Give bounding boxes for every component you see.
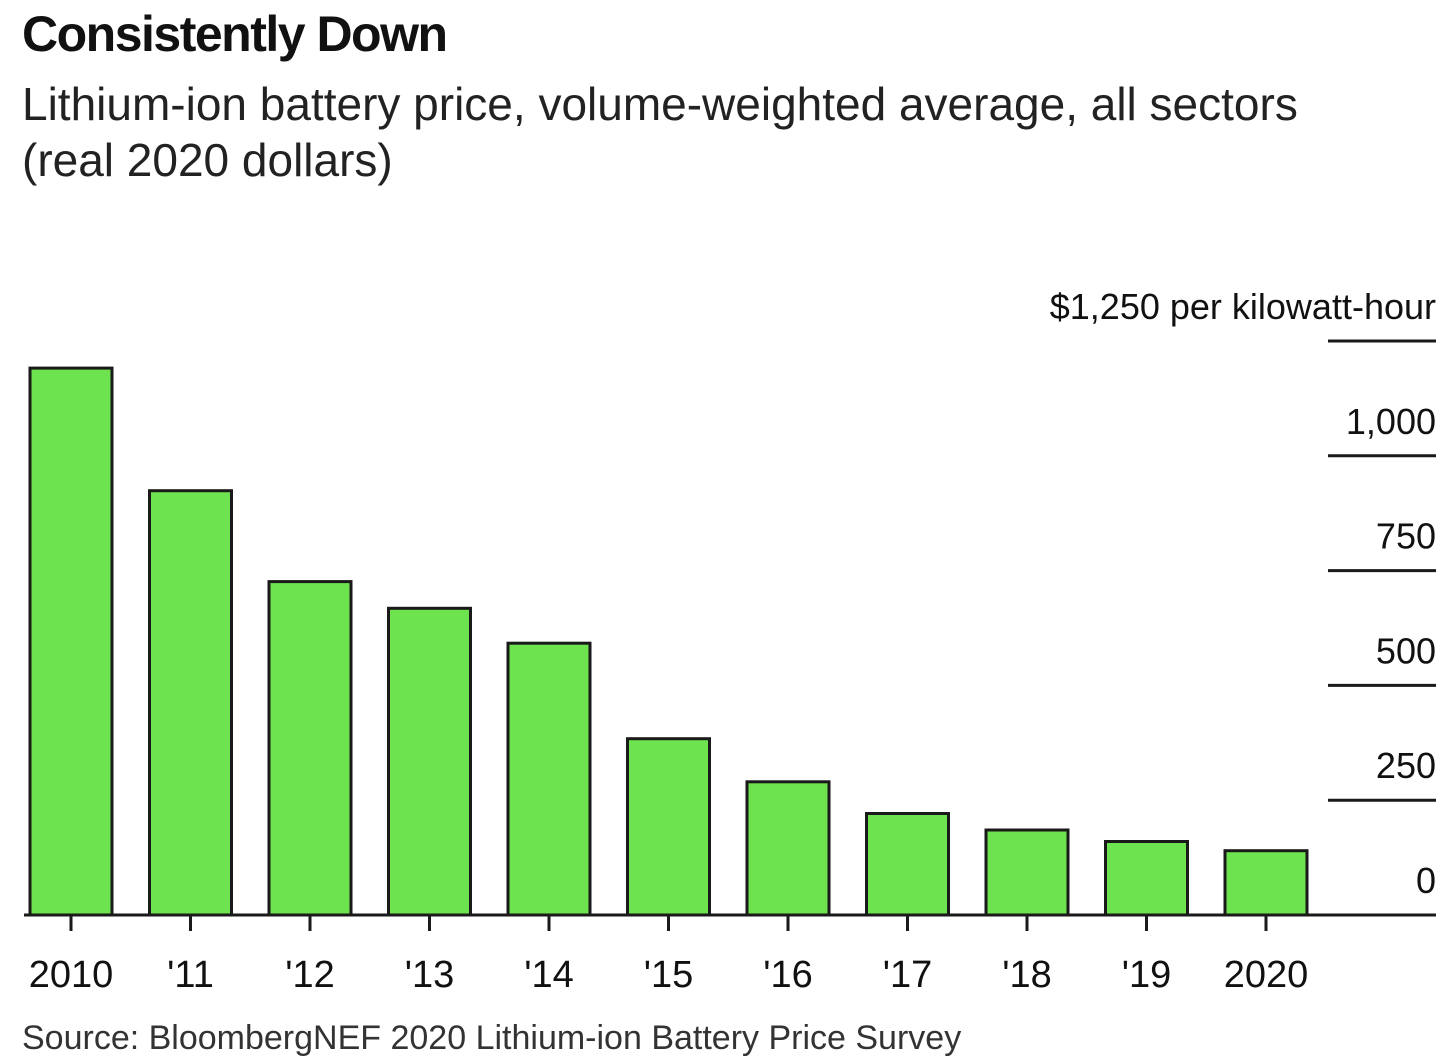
x-tick-label-10: 2020 <box>1224 954 1309 996</box>
x-tick-label-5: '15 <box>644 954 694 996</box>
y-tick-label-0: 0 <box>1416 860 1436 901</box>
bar-6 <box>745 780 831 917</box>
x-tick-label-7: '17 <box>883 954 933 996</box>
x-tick-label-3: '13 <box>405 954 455 996</box>
x-tick-label-9: '19 <box>1122 954 1172 996</box>
bar-1 <box>148 489 233 917</box>
bar-10 <box>1223 849 1309 917</box>
x-tick-label-6: '16 <box>763 954 813 996</box>
x-tick-label-8: '18 <box>1002 954 1052 996</box>
y-tick-label-4: 1,000 <box>1346 401 1436 442</box>
bar-4 <box>506 641 592 917</box>
chart-title: Consistently Down <box>22 6 448 62</box>
bar-3 <box>387 606 472 917</box>
y-tick-label-2: 500 <box>1376 630 1436 671</box>
y-axis: 0 250 500 750 1,000 $1,250 per kilowatt-hour <box>1050 286 1436 901</box>
x-tick-label-2: '12 <box>285 954 335 996</box>
x-tick-label-4: '14 <box>524 954 574 996</box>
bar-0 <box>28 366 114 917</box>
bar-8 <box>984 828 1070 917</box>
y-tick-label-5: $1,250 per kilowatt-hour <box>1050 286 1436 327</box>
x-axis: 2010 '11 '12 '13 '14 '15 '16 '17 '18 '19 2020 <box>24 913 1436 996</box>
y-tick-label-3: 750 <box>1376 516 1436 557</box>
y-tick-label-1: 250 <box>1376 745 1436 786</box>
bar-2 <box>267 580 353 917</box>
chart-subtitle: Lithium-ion battery price, volume-weight… <box>22 78 1298 186</box>
bar-5 <box>626 737 711 917</box>
bar-7 <box>865 812 950 917</box>
x-tick-label-0: 2010 <box>29 954 114 996</box>
source-note: Source: BloombergNEF 2020 Lithium-ion Ba… <box>22 1019 962 1057</box>
bars-layer <box>28 366 1309 917</box>
x-tick-label-1: '11 <box>167 954 214 996</box>
bar-9 <box>1104 840 1189 917</box>
